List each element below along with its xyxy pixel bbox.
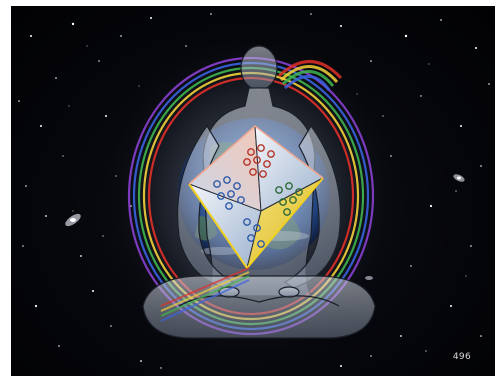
page-number: 496 (452, 352, 471, 362)
meditation-cosmos-image: 496 (11, 6, 495, 376)
star-field (18, 13, 490, 369)
galaxy-left (65, 213, 81, 227)
crystal-dots-top (243, 144, 275, 178)
base-rays (160, 267, 250, 322)
crystal-octahedron (187, 124, 324, 270)
galaxy-right (453, 174, 465, 182)
crystal-dots-left (213, 176, 245, 210)
crystal-dots-right (275, 182, 303, 216)
artwork-svg (18, 13, 490, 369)
crystal-dots-bottom (243, 218, 265, 248)
crown-arcs (277, 60, 343, 91)
